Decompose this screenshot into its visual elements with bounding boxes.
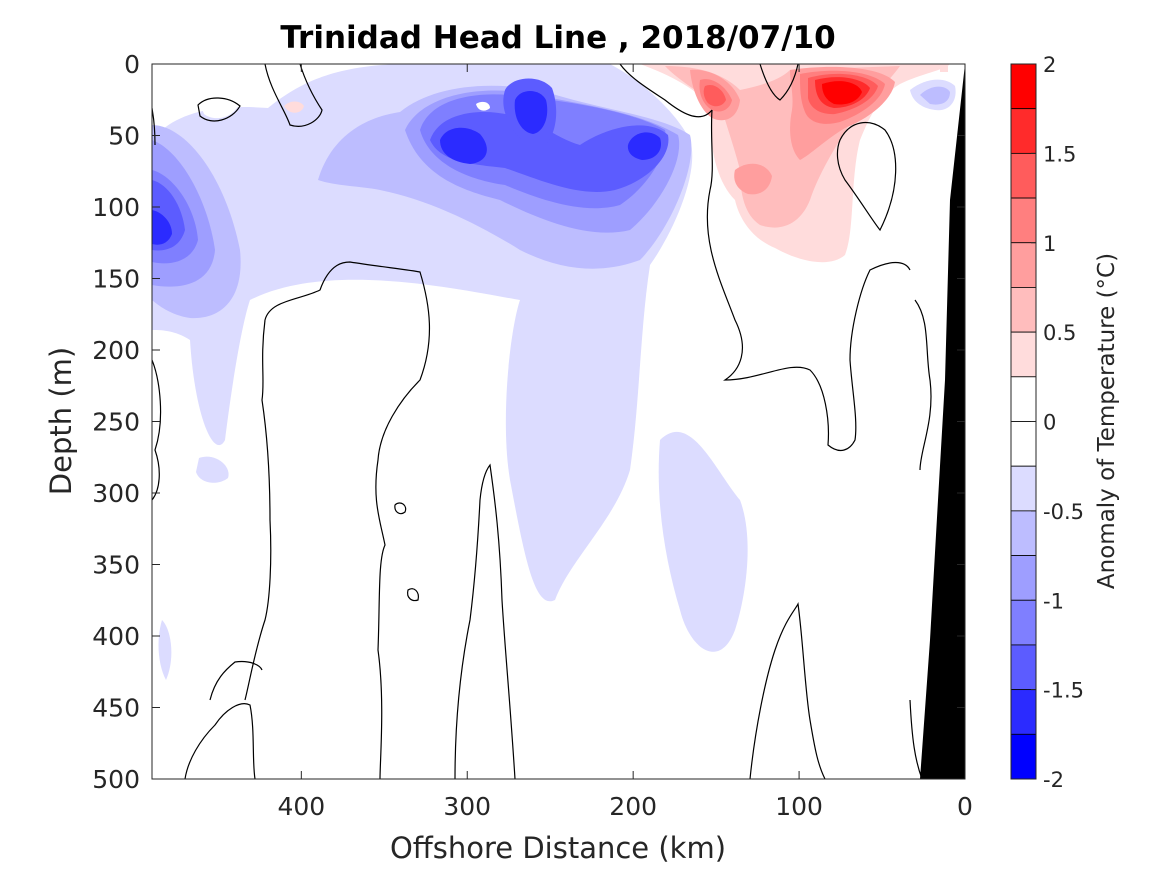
colorbar-band	[1010, 287, 1037, 333]
zero-contour-line	[909, 699, 923, 779]
colorbar-tick-label: 1	[1043, 232, 1056, 256]
anomaly-region-plus-1.25	[703, 84, 726, 107]
zero-contour-line	[759, 64, 799, 101]
colorbar-band	[1010, 108, 1037, 154]
colorbar-band	[1010, 733, 1037, 780]
zero-contour-line	[264, 64, 323, 127]
anomaly-region-minus-1.25	[430, 111, 669, 192]
y-tick-label: 100	[92, 193, 140, 222]
colorbar-label: Anomaly of Temperature (°C)	[1094, 253, 1120, 589]
chart-title: Trinidad Head Line , 2018/07/10	[280, 20, 835, 56]
colorbar-band	[1010, 689, 1037, 735]
y-tick-label: 200	[92, 336, 140, 365]
anomaly-region-plus-0.25	[284, 101, 304, 113]
zero-contour-line	[914, 299, 932, 471]
zero-contour-line	[407, 588, 419, 602]
colorbar-band	[1010, 152, 1037, 199]
anomaly-region-zero	[200, 98, 238, 119]
zero-contour-line	[184, 703, 256, 779]
anomaly-region-minus-1.5	[440, 127, 487, 164]
colorbar-band	[1010, 599, 1037, 646]
colorbar-ticks: 2 1.5 1 0.5 0 -0.5 -1 -1.5 -2	[1031, 53, 1084, 792]
zero-contour-line	[619, 64, 713, 118]
anomaly-region-minus-1.5	[627, 132, 662, 160]
colorbar-tick-label: 2	[1043, 53, 1056, 77]
zero-contour-line	[454, 463, 516, 779]
colorbar-band	[1010, 644, 1037, 691]
zero-contour-line	[706, 109, 911, 452]
anomaly-region-plus-0.75	[734, 163, 772, 195]
y-tick-label: 400	[92, 622, 140, 651]
y-tick-label: 350	[92, 551, 140, 580]
colorbar-tick-label: -2	[1043, 768, 1064, 792]
colorbar-tick-label: 0.5	[1043, 321, 1076, 345]
x-axis: 400 300 200 100 0	[277, 64, 973, 821]
zero-contour-lines	[152, 64, 932, 779]
zero-contour-line	[836, 122, 897, 232]
anomaly-region-zero	[476, 101, 490, 111]
anomaly-region-minus-0.25	[158, 620, 172, 680]
zero-contour-line	[394, 502, 407, 515]
anomaly-region-plus-0.25	[940, 66, 948, 72]
y-tick-label: 450	[92, 694, 140, 723]
colorbar-tick-label: -1.5	[1043, 679, 1084, 703]
x-axis-label: Offshore Distance (km)	[390, 831, 726, 865]
colorbar-band	[1010, 555, 1037, 601]
colorbar-band	[1010, 510, 1037, 556]
x-tick-label: 200	[609, 792, 657, 821]
anomaly-contours	[152, 64, 956, 680]
x-tick-label: 400	[277, 792, 325, 821]
y-tick-label: 250	[92, 408, 140, 437]
colorbar-band	[1010, 376, 1037, 422]
anomaly-region-plus-1.75	[822, 81, 862, 105]
colorbar-band	[1010, 465, 1037, 512]
y-tick-label: 50	[108, 122, 140, 151]
plot-area	[151, 63, 966, 780]
colorbar-tick-label: 1.5	[1043, 142, 1076, 166]
zero-contour-line	[152, 359, 162, 501]
colorbar-band	[1010, 63, 1037, 110]
y-axis: 0 50 100 150 200 250 300 350 400 450 500	[92, 50, 965, 794]
zero-contour-line	[264, 261, 431, 779]
y-tick-label: 150	[92, 265, 140, 294]
anomaly-region-minus-1.5	[152, 210, 172, 245]
colorbar-tick-label: -0.5	[1043, 500, 1084, 524]
x-tick-label: 300	[443, 792, 491, 821]
bathymetry-shelf	[920, 64, 965, 779]
anomaly-region-minus-0.25	[658, 431, 748, 652]
x-tick-label: 100	[775, 792, 823, 821]
y-tick-label: 0	[124, 50, 140, 79]
colorbar-band	[1010, 242, 1037, 288]
colorbar-tick-label: 0	[1043, 411, 1056, 435]
colorbar-tick-label: -1	[1043, 589, 1064, 613]
y-tick-label: 500	[92, 765, 140, 794]
y-tick-label: 300	[92, 479, 140, 508]
colorbar-band	[1010, 197, 1037, 244]
x-tick-label: 0	[957, 792, 973, 821]
colorbar-band	[1010, 331, 1037, 378]
zero-contour-line	[244, 319, 272, 701]
anomaly-region-minus-0.25	[196, 456, 229, 483]
colorbar-band	[1010, 421, 1037, 467]
zero-contour-line	[209, 660, 263, 701]
zero-contour-line	[197, 97, 241, 122]
anomaly-region-minus-0.5	[920, 86, 950, 105]
anomaly-region-minus-1.5	[514, 91, 548, 134]
zero-contour-line	[749, 602, 826, 779]
y-axis-label: Depth (m)	[44, 347, 78, 495]
